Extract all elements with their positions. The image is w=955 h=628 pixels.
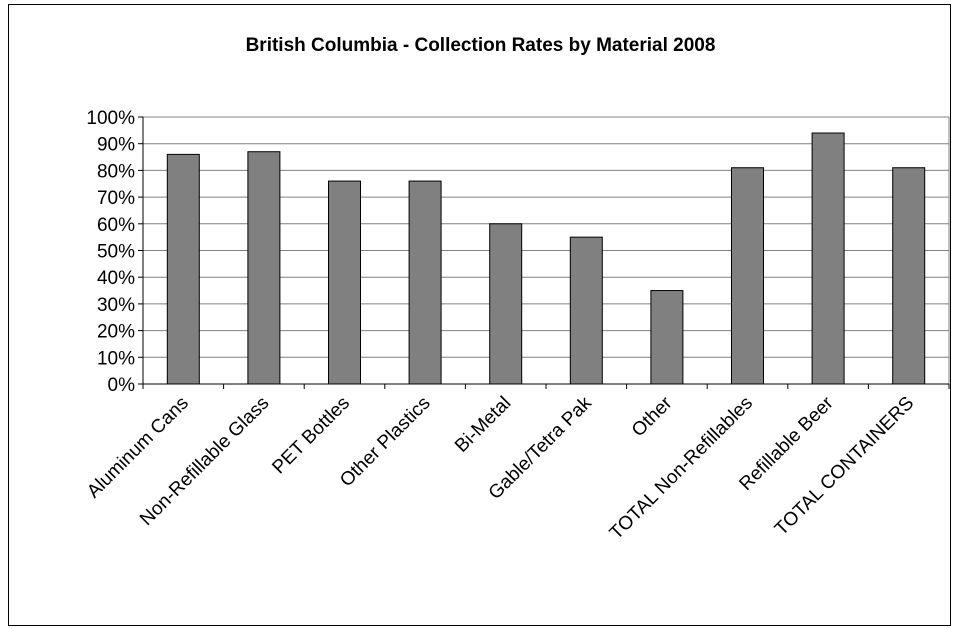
chart-title: British Columbia - Collection Rates by M… xyxy=(245,35,716,56)
axes xyxy=(138,116,950,389)
bars xyxy=(166,132,926,385)
bar xyxy=(328,180,361,385)
x-category-label: TOTAL Non-Refillables xyxy=(606,393,757,544)
bar xyxy=(569,236,603,385)
y-tick-label: 10% xyxy=(97,348,135,369)
chart-frame: British Columbia - Collection Rates by M… xyxy=(8,4,951,626)
x-category-label: PET Bottles xyxy=(268,393,354,479)
bar xyxy=(731,167,764,385)
x-category-label: TOTAL CONTAINERS xyxy=(771,393,918,540)
bar xyxy=(247,151,281,385)
x-category-label: Other xyxy=(628,392,677,441)
bar xyxy=(166,153,200,385)
bar xyxy=(811,132,845,385)
y-tick-label: 50% xyxy=(97,242,135,263)
y-tick-label: 80% xyxy=(97,161,135,182)
y-tick-label: 70% xyxy=(97,188,135,209)
x-category-label: Bi-Metal xyxy=(451,393,515,457)
bar xyxy=(892,167,926,385)
y-tick-label: 60% xyxy=(97,215,135,236)
bar xyxy=(489,223,523,385)
y-tick-label: 100% xyxy=(86,108,135,129)
y-tick-label: 90% xyxy=(97,135,135,156)
y-tick-label: 0% xyxy=(108,375,136,396)
chart-plot: 0%10%20%30%40%50%60%70%80%90%100%Aluminu… xyxy=(83,108,950,544)
y-tick-label: 20% xyxy=(97,322,135,343)
y-tick-label: 30% xyxy=(97,295,135,316)
y-tick-label: 40% xyxy=(97,268,135,289)
bar xyxy=(408,180,442,385)
bar xyxy=(650,290,684,385)
